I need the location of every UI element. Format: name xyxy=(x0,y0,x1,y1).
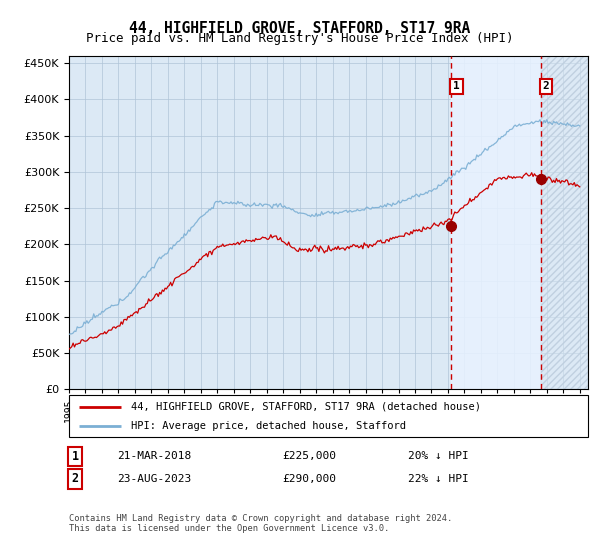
Bar xyxy=(451,56,541,389)
Text: 2: 2 xyxy=(71,472,79,486)
Text: 22% ↓ HPI: 22% ↓ HPI xyxy=(408,474,469,484)
Text: £290,000: £290,000 xyxy=(282,474,336,484)
Text: 44, HIGHFIELD GROVE, STAFFORD, ST17 9RA (detached house): 44, HIGHFIELD GROVE, STAFFORD, ST17 9RA … xyxy=(131,402,481,412)
Text: 44, HIGHFIELD GROVE, STAFFORD, ST17 9RA: 44, HIGHFIELD GROVE, STAFFORD, ST17 9RA xyxy=(130,21,470,36)
Text: 21-MAR-2018: 21-MAR-2018 xyxy=(117,451,191,461)
Text: 2: 2 xyxy=(542,81,549,91)
Text: Contains HM Land Registry data © Crown copyright and database right 2024.
This d: Contains HM Land Registry data © Crown c… xyxy=(69,514,452,534)
Text: 1: 1 xyxy=(71,450,79,463)
Bar xyxy=(541,56,588,389)
Text: £225,000: £225,000 xyxy=(282,451,336,461)
Text: HPI: Average price, detached house, Stafford: HPI: Average price, detached house, Staf… xyxy=(131,421,406,431)
Text: Price paid vs. HM Land Registry's House Price Index (HPI): Price paid vs. HM Land Registry's House … xyxy=(86,32,514,45)
Text: 1: 1 xyxy=(453,81,460,91)
Text: 23-AUG-2023: 23-AUG-2023 xyxy=(117,474,191,484)
Text: 20% ↓ HPI: 20% ↓ HPI xyxy=(408,451,469,461)
Bar xyxy=(541,56,588,389)
